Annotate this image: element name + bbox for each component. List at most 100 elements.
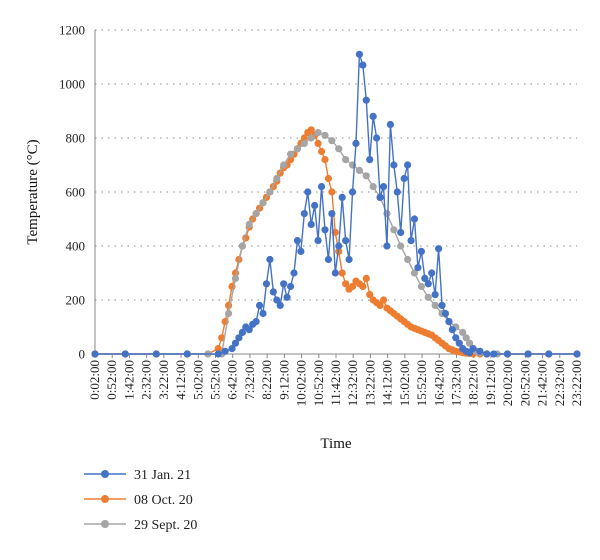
data-point	[152, 350, 160, 358]
data-point	[91, 350, 99, 358]
data-point	[280, 161, 288, 169]
legend-label: 31 Jan. 21	[134, 468, 191, 483]
data-point	[379, 183, 388, 191]
data-point	[317, 147, 326, 156]
data-point	[431, 291, 439, 299]
x-tick-label: 2:32:00	[139, 360, 154, 400]
data-point	[314, 139, 322, 147]
data-point	[338, 193, 346, 201]
data-point	[455, 339, 463, 347]
data-point	[328, 188, 336, 196]
data-point	[373, 134, 381, 142]
data-point	[335, 242, 343, 250]
data-point	[462, 334, 470, 342]
y-tick-label: 800	[66, 131, 86, 146]
data-point	[503, 350, 512, 358]
x-tick-label: 16:42:00	[431, 360, 446, 406]
data-point	[183, 350, 191, 358]
data-point	[324, 174, 333, 183]
data-point	[273, 296, 281, 304]
data-point	[342, 156, 350, 164]
x-tick-label: 12:32:00	[345, 360, 360, 406]
data-point	[431, 301, 439, 309]
data-point	[369, 112, 377, 120]
data-point	[314, 129, 322, 137]
data-point	[328, 210, 336, 218]
x-tick-label: 14:12:00	[380, 360, 395, 406]
data-point	[376, 301, 384, 309]
y-axis-title: Temperature (°C)	[25, 139, 41, 244]
data-point	[366, 291, 374, 299]
data-point	[231, 274, 240, 282]
legend-item: 29 Sept. 20	[84, 518, 197, 533]
data-point	[348, 282, 357, 291]
data-point	[434, 245, 443, 253]
data-point	[245, 220, 253, 228]
legend-label: 08 Oct. 20	[134, 493, 193, 508]
data-point	[273, 174, 281, 183]
data-point	[266, 255, 274, 264]
data-point	[393, 188, 401, 196]
data-point	[228, 345, 236, 353]
data-point	[490, 350, 498, 358]
data-point	[307, 126, 315, 134]
data-point	[321, 226, 329, 234]
data-point	[376, 193, 384, 201]
x-tick-label: 10:02:00	[294, 360, 309, 406]
data-point	[417, 247, 425, 255]
data-point	[421, 274, 429, 282]
data-point	[286, 150, 295, 158]
data-point	[414, 264, 422, 272]
data-point	[214, 350, 222, 358]
data-point	[224, 309, 233, 318]
series-0	[91, 50, 581, 358]
data-point	[338, 269, 346, 277]
data-point	[121, 350, 129, 358]
x-tick-labels: 0:02:00 0:52:00 1:42:00 2:32:00 3:22:00 4:12:…	[87, 354, 584, 406]
series-line	[95, 129, 577, 355]
legend-swatch-marker	[101, 520, 109, 528]
data-point	[483, 350, 491, 358]
data-point	[359, 282, 367, 291]
series-line	[95, 131, 577, 355]
data-point	[342, 237, 350, 245]
data-point	[266, 188, 274, 196]
data-point	[221, 347, 229, 355]
data-point	[342, 280, 350, 288]
data-point	[397, 228, 405, 237]
data-point	[321, 156, 329, 164]
data-point	[465, 339, 474, 347]
series-1	[91, 126, 581, 358]
y-tick-label: 1200	[59, 23, 85, 38]
data-point	[352, 139, 360, 147]
data-point	[252, 318, 260, 326]
data-point	[362, 274, 370, 282]
x-tick-label: 15:52:00	[414, 360, 429, 406]
data-point	[400, 174, 408, 183]
data-point	[424, 293, 432, 301]
x-tick-label: 18:22:00	[466, 360, 481, 406]
data-point	[324, 255, 333, 264]
data-point	[231, 339, 240, 347]
data-point	[255, 301, 264, 309]
x-tick-label: 0:52:00	[104, 360, 119, 400]
data-point	[386, 120, 394, 129]
data-point	[445, 318, 453, 326]
y-tick-label: 0	[79, 347, 86, 362]
series-line	[95, 53, 577, 355]
data-point	[238, 242, 246, 250]
x-tick-label: 7:32:00	[242, 360, 257, 400]
data-point	[404, 161, 412, 169]
x-tick-label: 22:32:00	[552, 360, 567, 406]
legend-item: 31 Jan. 21	[84, 468, 191, 483]
data-point	[321, 131, 329, 139]
data-point	[276, 301, 284, 309]
x-tick-label: 23:22:00	[569, 360, 584, 406]
y-tick-label: 600	[66, 185, 86, 200]
data-point	[300, 210, 308, 218]
data-point	[390, 161, 398, 169]
data-point	[235, 334, 243, 342]
data-point	[297, 247, 305, 255]
y-tick-label: 1000	[59, 77, 85, 92]
data-point	[259, 199, 267, 207]
